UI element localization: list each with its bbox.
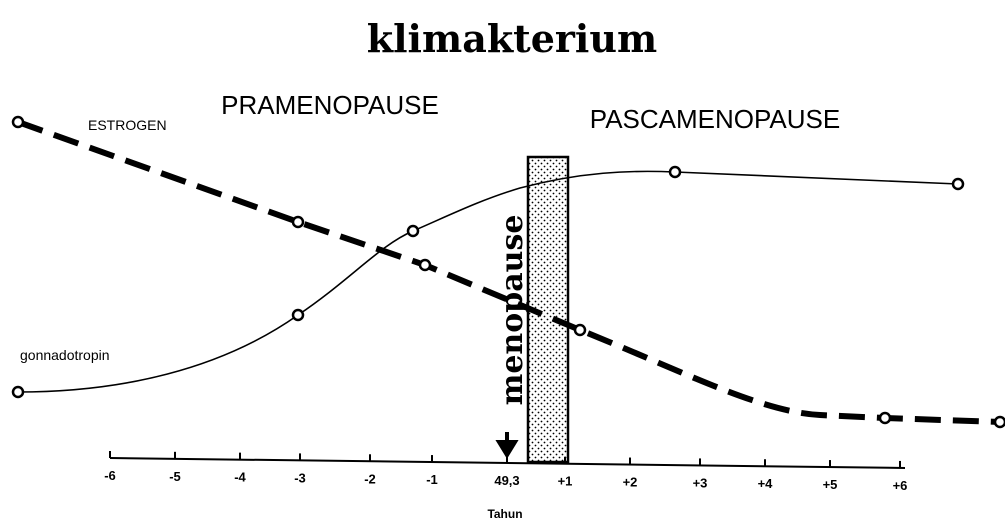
- axis-title: Tahun: [487, 507, 522, 521]
- estrogen-curve: [16, 119, 1001, 425]
- phase-label: PASCAMENOPAUSE: [590, 104, 840, 134]
- points: [11, 115, 1005, 429]
- title: klimakterium: [367, 16, 657, 61]
- tick-label: +6: [893, 478, 908, 493]
- tick-label: +4: [758, 476, 774, 491]
- tick-label: -3: [294, 470, 306, 485]
- gonadotropin-curve: [17, 170, 959, 393]
- tick-label: -1: [426, 472, 438, 487]
- tick-label: -6: [104, 468, 116, 483]
- tick-label: +3: [693, 475, 708, 490]
- tick-label: 49,3: [494, 473, 519, 488]
- menopause-label: menopause: [495, 215, 530, 406]
- tick-label: +2: [623, 475, 638, 490]
- x-axis: [109, 457, 906, 469]
- tick-label: -5: [169, 469, 181, 484]
- series-label: gonnadotropin: [20, 347, 110, 363]
- series-label: ESTROGEN: [88, 117, 167, 133]
- tick-label: -2: [364, 471, 376, 486]
- tick-label: +1: [558, 474, 573, 489]
- arrow: [495, 432, 519, 459]
- tick-label: +5: [823, 477, 838, 492]
- tick-label: -4: [234, 470, 246, 485]
- phase-label: PRAMENOPAUSE: [221, 90, 439, 120]
